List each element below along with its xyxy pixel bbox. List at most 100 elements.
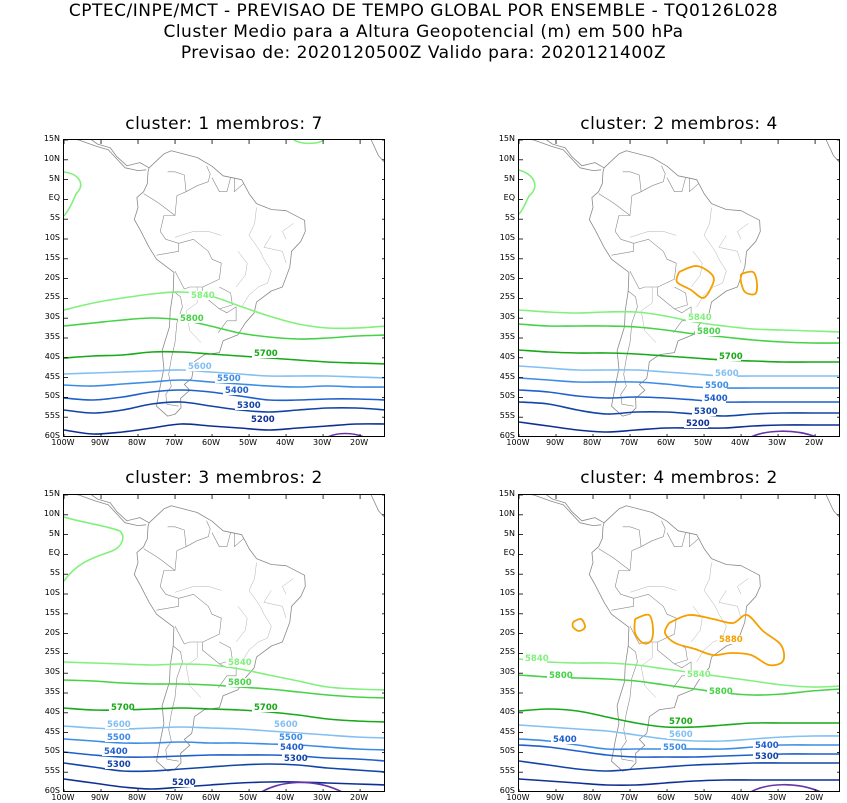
contour-label: 5600: [274, 720, 298, 730]
lat-tick-label: 15S: [499, 607, 515, 617]
lat-tick-label: 50S: [44, 391, 60, 401]
country-border: [629, 239, 677, 290]
lon-tick-label: 80W: [582, 438, 602, 447]
contour-label-bg: [667, 730, 691, 739]
lon-tick-label: 100W: [51, 793, 75, 802]
lon-tick-label: 100W: [506, 793, 530, 802]
lat-tick-label: 5S: [49, 568, 60, 578]
contour-line-5880: [663, 614, 786, 667]
contour-label-bg: [278, 743, 302, 752]
lat-tick-label: 20S: [44, 627, 60, 637]
contour-label: 5400: [553, 735, 577, 745]
lon-tick-label: 50W: [239, 793, 258, 802]
country-border: [657, 286, 688, 310]
contour-label: 5600: [715, 369, 739, 379]
contour-line-5300: [64, 401, 384, 414]
contour-label-bg: [686, 313, 710, 322]
panel-title-cluster-2: cluster: 2 membros: 4: [580, 114, 778, 134]
lat-tick-label: 5S: [504, 213, 515, 223]
country-border: [620, 645, 638, 762]
lat-tick-label: 25S: [499, 292, 515, 302]
lat-tick-label: 45S: [44, 726, 60, 736]
lat-tick-label: 35S: [499, 332, 515, 341]
lat-tick-label: 15S: [44, 252, 60, 262]
contour-label-bg: [277, 733, 301, 742]
lon-tick-label: 80W: [127, 793, 147, 802]
contour-label-bg: [105, 720, 129, 729]
header-line-1: CPTEC/INPE/MCT - PREVISAO DE TEMPO GLOBA…: [68, 1, 779, 21]
contour-label-bg: [547, 671, 571, 680]
lon-tick-label: 90W: [90, 438, 110, 447]
contour-label-bg: [702, 394, 726, 403]
lat-tick-label: 50S: [499, 391, 515, 401]
lon-tick-label: 100W: [51, 438, 75, 447]
contour-label-bg: [692, 407, 716, 416]
lat-tick-label: 5S: [49, 213, 60, 223]
contour-label: 5800: [549, 671, 573, 681]
lat-tick-label: 10N: [43, 153, 60, 163]
contour-label: 5200: [172, 778, 196, 788]
contour-line-5100: [261, 781, 342, 791]
contour-label-bg: [661, 743, 685, 752]
state-border: [629, 586, 677, 593]
map-panel-cluster-4: 5880 5840 5840 5800 5800 5700 5600 5500 5400 5400…: [518, 494, 840, 792]
lat-tick-label: 10S: [44, 233, 60, 242]
contour-label: 5200: [686, 419, 710, 429]
state-border: [235, 606, 248, 643]
lon-tick-label: 60W: [656, 438, 676, 447]
lat-tick-label: 25S: [499, 647, 515, 657]
map-canvas: 5880584058405800580057005600550054005400…: [519, 495, 839, 791]
contour-label: 5500: [217, 374, 241, 384]
lon-tick-label: 40W: [731, 438, 750, 447]
contour-label-bg: [170, 778, 194, 787]
country-border: [143, 193, 179, 256]
contour-line-5500: [64, 738, 384, 751]
lat-tick-label: 55S: [44, 766, 60, 776]
contour-label: 5880: [719, 635, 743, 645]
country-border: [234, 532, 244, 547]
contour-label-bg: [235, 401, 259, 410]
contour-label: 5400: [704, 394, 728, 404]
lat-tick-label: EQ: [48, 193, 60, 203]
contour-label-bg: [551, 735, 575, 744]
contour-line-5600: [519, 724, 839, 743]
contour-label-bg: [109, 703, 133, 712]
state-border: [174, 231, 222, 238]
contour-line-5600: [64, 369, 384, 379]
contour-label: 5300: [755, 752, 779, 762]
lat-tick-label: 60S: [44, 786, 60, 795]
lon-tick-label: 90W: [90, 793, 110, 802]
contour-label-bg: [685, 670, 709, 679]
contour-label: 5300: [107, 760, 131, 770]
axis-ticks: [519, 495, 839, 791]
lon-tick-label: 60W: [201, 793, 221, 802]
contour-label: 5700: [111, 703, 135, 713]
contour-label: 5200: [251, 415, 275, 425]
lat-tick-label: 25S: [44, 292, 60, 302]
contour-label-bg: [102, 747, 126, 756]
contour-label-bg: [186, 362, 210, 371]
lon-tick-label: 50W: [694, 793, 713, 802]
country-border: [167, 526, 187, 547]
lon-tick-label: 20W: [805, 438, 824, 447]
state-border: [703, 562, 720, 615]
panel-title-cluster-4: cluster: 4 membros: 2: [580, 468, 778, 488]
lon-tick-label: 20W: [350, 438, 369, 447]
lat-tick-label: 10S: [499, 588, 515, 597]
lat-tick-label: 60S: [499, 786, 515, 795]
lon-tick-label: 70W: [164, 793, 184, 802]
lat-tick-label: 10S: [44, 588, 60, 597]
lon-tick-label: 70W: [164, 438, 184, 447]
country-border: [174, 594, 222, 645]
contour-label: 5800: [709, 687, 733, 697]
state-border: [718, 235, 742, 264]
contour-label: 5500: [279, 733, 303, 743]
state-border: [629, 231, 677, 238]
state-border: [185, 642, 202, 698]
contour-label-bg: [717, 352, 741, 361]
lat-tick-label: 40S: [44, 706, 60, 716]
contour-line-5840: [293, 140, 325, 145]
contour-line-5600: [519, 365, 839, 377]
state-border: [174, 586, 222, 593]
lat-tick-label: 10N: [498, 508, 515, 518]
